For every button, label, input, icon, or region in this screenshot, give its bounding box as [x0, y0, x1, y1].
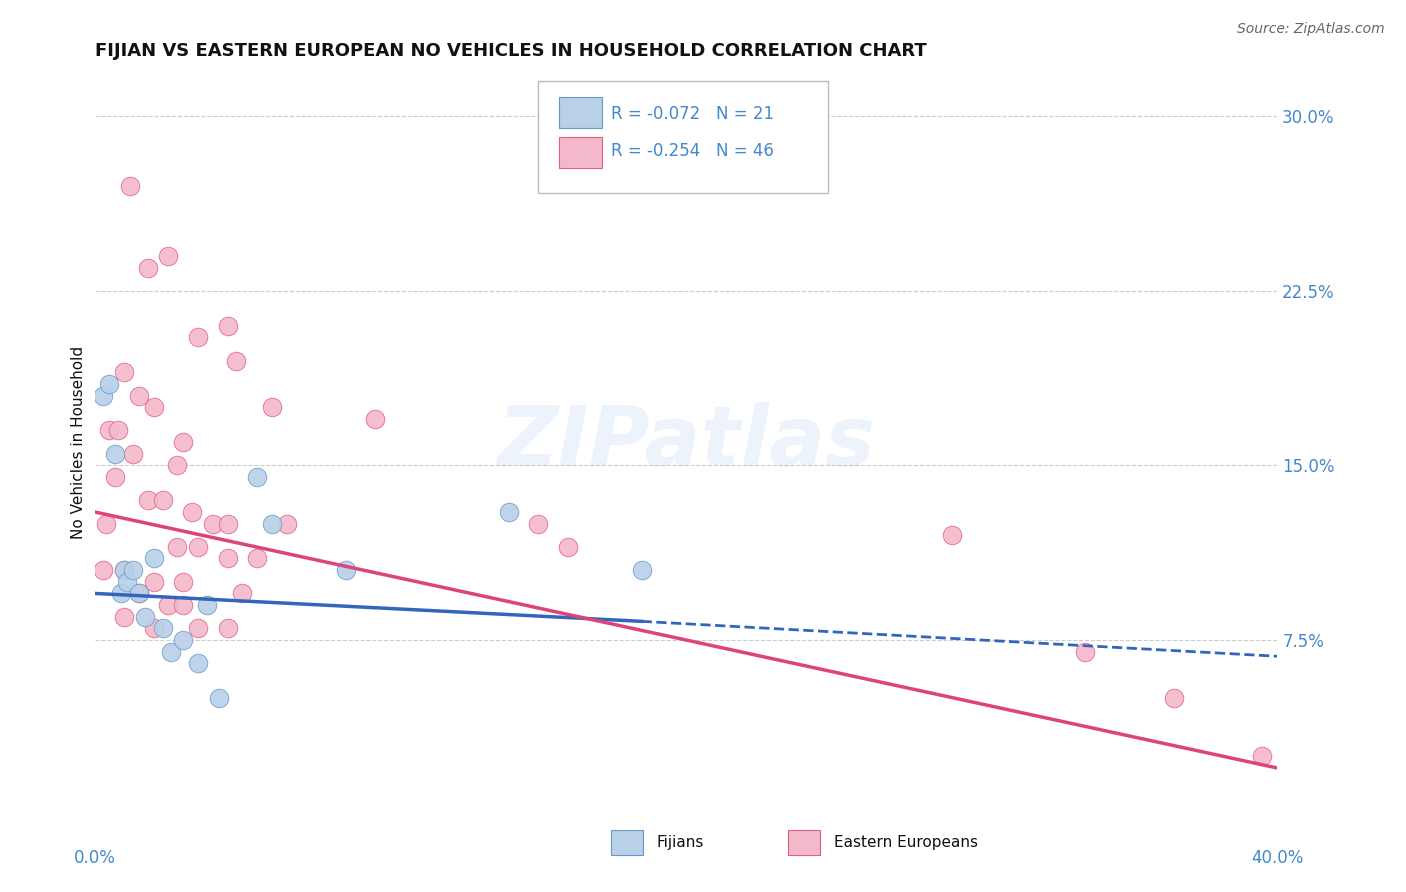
Point: [128, 388, 150, 402]
FancyBboxPatch shape: [560, 136, 602, 168]
FancyBboxPatch shape: [610, 830, 643, 855]
Text: Fijians: Fijians: [657, 835, 704, 850]
Point: [201, 516, 224, 531]
Point: [225, 353, 247, 368]
Point: [115, 574, 138, 589]
Text: R = -0.254   N = 46: R = -0.254 N = 46: [612, 142, 775, 160]
Point: [166, 540, 188, 554]
Point: [217, 516, 239, 531]
Point: [104, 470, 127, 484]
Point: [122, 447, 145, 461]
FancyBboxPatch shape: [538, 81, 828, 193]
Y-axis label: No Vehicles in Household: No Vehicles in Household: [72, 345, 86, 539]
Point: [112, 563, 135, 577]
Point: [166, 458, 188, 473]
Text: Eastern Europeans: Eastern Europeans: [834, 835, 977, 850]
Point: [128, 586, 150, 600]
Point: [152, 493, 174, 508]
Point: [96, 516, 118, 531]
Point: [172, 598, 194, 612]
Point: [246, 551, 269, 566]
Point: [136, 260, 159, 275]
Point: [112, 365, 135, 379]
Point: [160, 645, 183, 659]
Point: [246, 470, 269, 484]
Point: [181, 505, 204, 519]
Point: [98, 424, 121, 438]
Point: [364, 412, 387, 426]
Point: [122, 563, 145, 577]
Text: R = -0.072   N = 21: R = -0.072 N = 21: [612, 104, 775, 123]
Point: [1251, 749, 1274, 764]
FancyBboxPatch shape: [560, 97, 602, 128]
Point: [231, 586, 253, 600]
Point: [217, 318, 239, 333]
Point: [276, 516, 298, 531]
Point: [187, 657, 209, 671]
Point: [107, 424, 129, 438]
Point: [187, 540, 209, 554]
Point: [142, 551, 165, 566]
Point: [157, 598, 180, 612]
Point: [630, 563, 652, 577]
Point: [172, 435, 194, 450]
Point: [142, 400, 165, 414]
Point: [136, 493, 159, 508]
Point: [498, 505, 520, 519]
Text: 0.0%: 0.0%: [73, 849, 115, 868]
Point: [187, 621, 209, 635]
Point: [260, 400, 283, 414]
Point: [335, 563, 357, 577]
Point: [195, 598, 218, 612]
Point: [1074, 645, 1097, 659]
Point: [187, 330, 209, 344]
Text: ZIPatlas: ZIPatlas: [496, 401, 875, 483]
Point: [112, 609, 135, 624]
Point: [112, 563, 135, 577]
FancyBboxPatch shape: [787, 830, 821, 855]
Text: 40.0%: 40.0%: [1251, 849, 1303, 868]
Text: FIJIAN VS EASTERN EUROPEAN NO VEHICLES IN HOUSEHOLD CORRELATION CHART: FIJIAN VS EASTERN EUROPEAN NO VEHICLES I…: [94, 42, 927, 60]
Point: [217, 621, 239, 635]
Point: [217, 551, 239, 566]
Point: [527, 516, 550, 531]
Text: Source: ZipAtlas.com: Source: ZipAtlas.com: [1237, 22, 1385, 37]
Point: [208, 691, 231, 706]
Point: [142, 621, 165, 635]
Point: [260, 516, 283, 531]
Point: [98, 376, 121, 391]
Point: [172, 632, 194, 647]
Point: [104, 447, 127, 461]
Point: [1163, 691, 1185, 706]
Point: [93, 388, 115, 402]
Point: [557, 540, 579, 554]
Point: [128, 586, 150, 600]
Point: [93, 563, 115, 577]
Point: [157, 249, 180, 263]
Point: [941, 528, 963, 542]
Point: [118, 179, 141, 194]
Point: [134, 609, 156, 624]
Point: [152, 621, 174, 635]
Point: [110, 586, 132, 600]
Point: [172, 574, 194, 589]
Point: [142, 574, 165, 589]
